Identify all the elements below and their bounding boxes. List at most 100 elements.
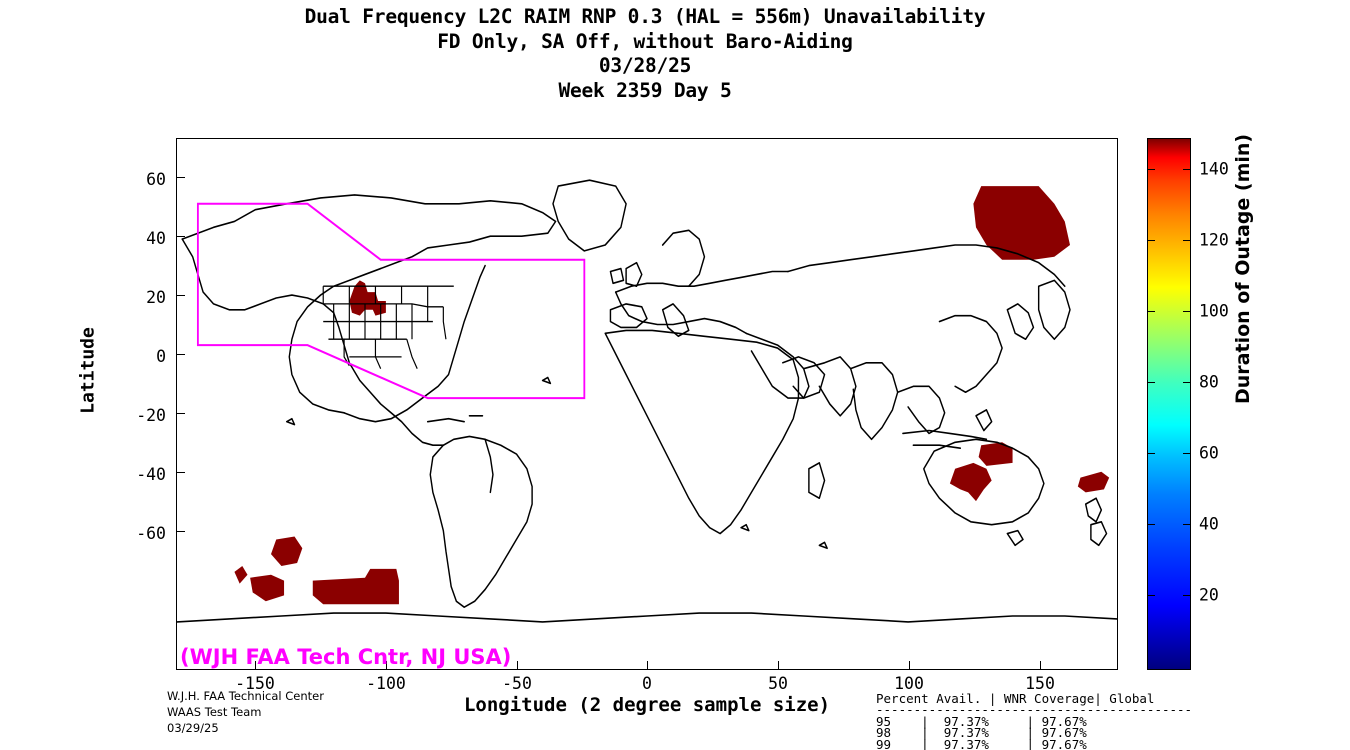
stats-row-99-global: 97.67% (1041, 736, 1087, 750)
cb-tick-left-40 (1147, 524, 1155, 525)
cb-label-80: 80 (1199, 372, 1219, 392)
ytick-label-neg40: -40 (136, 465, 166, 484)
cb-tick-left-20 (1147, 595, 1155, 596)
xtick-mark-150 (1040, 661, 1041, 670)
cb-label-120: 120 (1199, 230, 1229, 250)
stats-row-98-sep1: | (891, 725, 944, 740)
colorbar-axis-label: Duration of Outage (min) (1232, 133, 1254, 404)
ytick-label-0: 0 (156, 347, 166, 366)
ytick-mark-neg60 (176, 531, 185, 532)
us-state-boundaries (322, 285, 454, 369)
xtick-mark-50 (778, 661, 779, 670)
title-line-2: FD Only, SA Off, without Baro-Aiding (437, 29, 853, 53)
ytick-mark-neg40 (176, 472, 185, 473)
ytick-mark-20 (176, 295, 185, 296)
stats-row-95-avail: 95 (876, 713, 892, 729)
stats-row-98-wnr: 97.37% (943, 725, 989, 740)
ytick-label-20: 20 (146, 288, 166, 307)
cb-tick-left-80 (1147, 382, 1155, 383)
map-plot-area (176, 138, 1118, 670)
ytick-label-40: 40 (146, 229, 166, 248)
cb-tick-left-60 (1147, 453, 1155, 454)
outage-region-south-pacific-c (250, 574, 285, 602)
cb-tick-right-20 (1183, 595, 1191, 596)
stats-row-99-wnr: 97.37% (943, 736, 989, 750)
cb-tick-left-100 (1147, 311, 1155, 312)
outage-region-central-australia (949, 462, 992, 502)
cb-tick-left-120 (1147, 240, 1155, 241)
cb-label-40: 40 (1199, 514, 1219, 534)
stats-header: Percent Avail. | WNR Coverage| Global (876, 690, 1155, 706)
colorbar-gradient (1147, 138, 1191, 670)
cb-label-100: 100 (1199, 301, 1229, 321)
xtick-label-100: 100 (894, 674, 924, 693)
latitude-tick-labels: 60 40 20 0 -20 -40 -60 (96, 138, 166, 670)
xtick-label-0: 0 (642, 674, 652, 693)
xtick-label-neg100: -100 (366, 674, 406, 693)
colorbar-container: 140 120 100 80 60 40 20 (1147, 138, 1229, 670)
stats-row-95-wnr: 97.37% (943, 713, 989, 729)
xtick-mark-100 (909, 661, 910, 670)
cb-tick-right-80 (1183, 382, 1191, 383)
xtick-mark-neg50 (517, 661, 518, 670)
cb-label-60: 60 (1199, 443, 1219, 463)
stats-row-95: 95 | 97.37% | 97.67% (876, 713, 1192, 729)
ytick-mark-neg20 (176, 413, 185, 414)
map-watermark-text: (WJH FAA Tech Cntr, NJ USA) (180, 645, 512, 669)
cb-label-20: 20 (1199, 585, 1219, 605)
ytick-label-60: 60 (146, 170, 166, 189)
title-line-3: 03/28/25 (598, 54, 692, 77)
stats-row-98: 98 | 97.37% | 97.67% (876, 725, 1192, 740)
cb-tick-right-40 (1183, 524, 1191, 525)
title-line-4: Week 2359 Day 5 (558, 78, 732, 102)
cb-tick-right-120 (1183, 240, 1191, 241)
stats-row-98-sep2: | (988, 725, 1042, 740)
statistics-table: Percent Avail. | WNR Coverage| Global ---… (876, 681, 1192, 750)
world-map-svg (177, 179, 1117, 623)
outage-regions (234, 186, 1110, 605)
cb-tick-left-140 (1147, 169, 1155, 170)
ytick-mark-0 (176, 354, 185, 355)
credit-line-2: WAAS Test Team (167, 705, 262, 719)
outage-region-northeast-asia (973, 186, 1070, 260)
outage-region-south-pacific-a (271, 536, 303, 566)
stats-row-99-avail: 99 (876, 736, 892, 750)
cb-tick-right-60 (1183, 453, 1191, 454)
stats-row-98-global: 97.67% (1041, 725, 1087, 740)
outage-region-south-pacific-b (234, 565, 248, 584)
credit-line-3: 03/29/25 (167, 721, 219, 735)
stats-rule: ----------------------------------------… (876, 702, 1193, 717)
coastlines (177, 179, 1117, 623)
ytick-label-neg60: -60 (136, 524, 166, 543)
ytick-label-neg20: -20 (136, 406, 166, 425)
xtick-label-neg50: -50 (502, 674, 532, 693)
xtick-label-50: 50 (768, 674, 788, 693)
cb-label-140: 140 (1199, 159, 1229, 179)
cb-tick-right-100 (1183, 311, 1191, 312)
credit-line-1: W.J.H. FAA Technical Center (167, 689, 324, 703)
ytick-mark-60 (176, 177, 185, 178)
xtick-mark-neg150 (255, 661, 256, 670)
plot-title-block: Dual Frequency L2C RAIM RNP 0.3 (HAL = 5… (0, 5, 1290, 103)
stats-row-99: 99 | 97.37% | 97.67% (876, 736, 1192, 750)
longitude-tick-labels: -150 -100 -50 0 50 100 150 (176, 674, 1118, 700)
outage-region-north-australia (978, 442, 1013, 466)
stats-row-98-avail: 98 (876, 725, 892, 740)
xtick-mark-0 (647, 661, 648, 670)
credits-block: W.J.H. FAA Technical Center WAAS Test Te… (167, 688, 324, 736)
outage-region-southwest-usa (349, 280, 386, 316)
stats-row-99-sep1: | (891, 736, 944, 750)
stats-row-95-sep2: | (988, 713, 1042, 729)
title-line-1: Dual Frequency L2C RAIM RNP 0.3 (HAL = 5… (304, 5, 986, 28)
y-axis-label: Latitude (77, 327, 99, 414)
xtick-mark-neg100 (386, 661, 387, 670)
outage-region-tasman-sea (1077, 471, 1110, 493)
waas-service-volume (196, 202, 586, 400)
outage-region-southern-ocean (312, 568, 399, 605)
xtick-label-150: 150 (1025, 674, 1055, 693)
stats-row-99-sep2: | (988, 736, 1042, 750)
ytick-mark-40 (176, 236, 185, 237)
stats-row-95-global: 97.67% (1041, 713, 1087, 729)
cb-tick-right-140 (1183, 169, 1191, 170)
